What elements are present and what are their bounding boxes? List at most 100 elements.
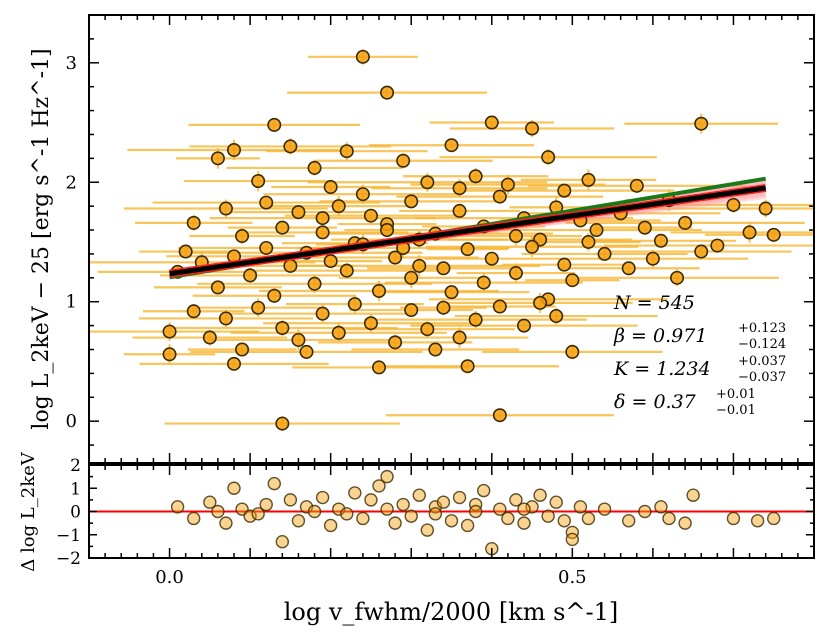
data-point — [307, 276, 322, 291]
data-point — [500, 177, 515, 192]
residual-point — [726, 511, 741, 526]
residual-point — [380, 502, 394, 516]
data-point — [516, 318, 531, 333]
data-point — [404, 303, 419, 318]
data-point — [235, 342, 250, 357]
y-tick-label: 2 — [66, 172, 77, 193]
residual-point — [259, 497, 273, 512]
regression-lines — [168, 176, 767, 280]
residual-point — [219, 516, 233, 530]
residual-point — [348, 486, 362, 500]
residual-point — [412, 488, 426, 502]
residual-point — [275, 535, 290, 549]
data-point — [363, 208, 378, 223]
data-point — [259, 195, 274, 210]
data-point — [597, 246, 612, 261]
residual-point — [573, 500, 588, 514]
data-point — [339, 263, 354, 278]
data-point — [452, 181, 467, 196]
stat-delta-err-down: −0.01 — [716, 403, 756, 418]
residual-point — [187, 511, 201, 526]
data-point — [629, 178, 644, 193]
y-tick-label: −2 — [56, 549, 81, 569]
data-point — [251, 174, 266, 189]
data-point — [186, 304, 201, 319]
residual-point — [525, 500, 539, 514]
residual-point — [372, 479, 386, 493]
residual-point — [380, 469, 394, 484]
residual-point — [420, 523, 435, 537]
data-point — [267, 117, 282, 132]
residual-point — [396, 497, 410, 512]
residual-point — [565, 532, 580, 547]
data-point — [396, 153, 411, 168]
residual-point — [662, 511, 676, 526]
data-point — [436, 261, 451, 276]
data-point — [565, 344, 580, 359]
stat-beta: β = 0.971 — [613, 325, 707, 347]
data-point — [581, 172, 596, 187]
stat-beta-err-up: +0.123 — [738, 321, 786, 336]
data-point — [541, 150, 556, 165]
y-tick-label: 0 — [70, 503, 81, 523]
residual-point — [323, 518, 338, 533]
black-fit-line — [169, 185, 767, 277]
data-point — [742, 225, 757, 240]
y-tick-label: 0 — [66, 411, 77, 432]
residual-point — [557, 514, 571, 528]
residual-point — [404, 509, 418, 523]
data-point — [758, 201, 773, 216]
data-point — [388, 335, 403, 350]
residual-point — [468, 497, 483, 512]
data-point — [323, 254, 338, 269]
data-point — [525, 239, 540, 254]
data-point — [331, 199, 346, 214]
residual-point — [638, 504, 652, 519]
data-point — [508, 266, 523, 281]
data-point — [766, 227, 781, 242]
stat-k-err-down: −0.037 — [738, 370, 786, 385]
data-point — [452, 203, 467, 218]
residual-point — [315, 490, 330, 505]
data-point — [243, 268, 258, 283]
data-point — [492, 408, 507, 423]
data-point — [355, 187, 370, 202]
residual-point — [678, 516, 692, 530]
data-point — [637, 220, 652, 235]
residual-point — [686, 488, 700, 502]
data-point — [178, 244, 193, 259]
residual-point — [767, 511, 781, 526]
data-point — [484, 251, 499, 266]
data-point — [307, 160, 322, 175]
stat-k-err-up: +0.037 — [738, 354, 786, 369]
data-point — [645, 251, 660, 266]
data-point — [444, 285, 459, 300]
data-point — [363, 316, 378, 331]
residual-point — [444, 514, 459, 528]
data-point — [581, 234, 596, 249]
x-axis-title: log v_fwhm/2000 [km s^-1] — [284, 598, 619, 626]
data-point — [694, 116, 709, 131]
residual-point — [267, 476, 281, 491]
data-point — [371, 360, 386, 375]
data-point — [347, 297, 362, 312]
stat-k: K = 1.234 — [613, 358, 711, 380]
residual-point — [307, 504, 322, 519]
residual-point — [460, 518, 475, 533]
data-point — [218, 311, 233, 326]
residual-point — [291, 514, 306, 528]
bottom-panel: 2 1 0 −1 −2 0.0 0.5 — [56, 456, 815, 588]
data-point — [315, 225, 330, 240]
data-point — [484, 115, 499, 130]
stat-delta-err-up: +0.01 — [716, 387, 756, 402]
residual-point — [251, 507, 265, 521]
residual-point — [549, 495, 563, 509]
residual-point — [452, 490, 467, 505]
data-point — [339, 144, 354, 159]
data-point — [420, 175, 435, 190]
data-point — [315, 211, 330, 226]
residual-point — [203, 495, 217, 509]
residual-point — [597, 502, 612, 516]
data-point — [291, 205, 306, 220]
data-point — [202, 330, 217, 345]
